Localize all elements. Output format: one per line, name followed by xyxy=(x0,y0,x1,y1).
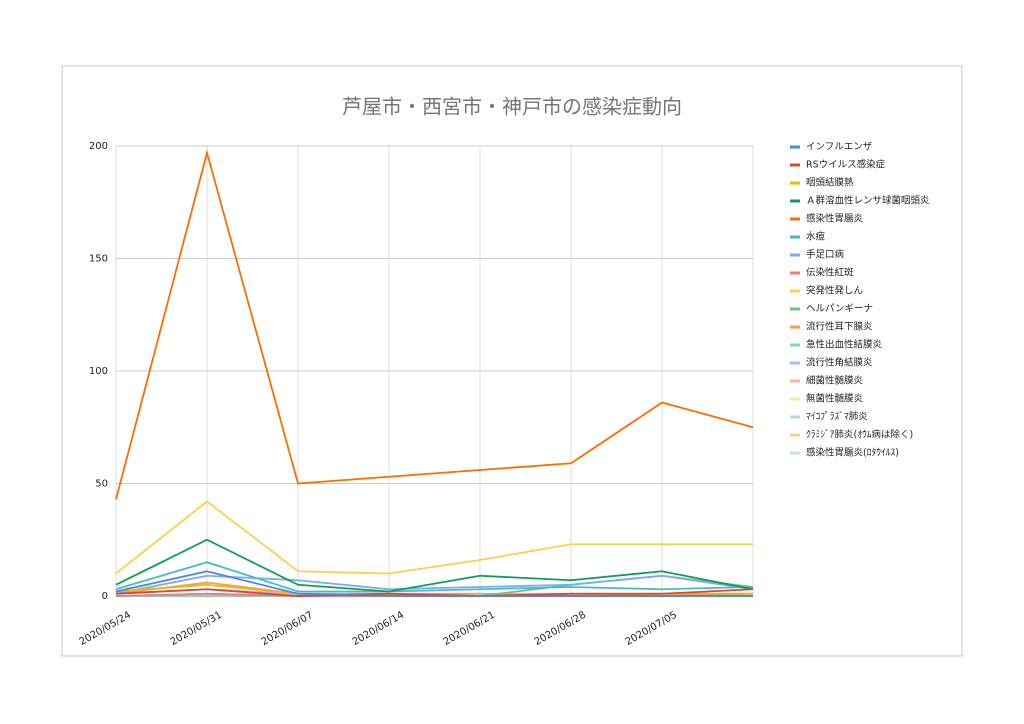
series-line xyxy=(115,538,754,593)
legend-label: 流行性耳下腺炎 xyxy=(806,321,873,333)
y-tick-label: 50 xyxy=(95,479,108,490)
legend-label: 手足口病 xyxy=(806,249,845,261)
series-line xyxy=(115,561,754,593)
legend-label: ﾏｲｺﾌﾟﾗｽﾞﾏ肺炎 xyxy=(806,412,868,423)
series-line xyxy=(115,588,754,597)
y-tick-label: 0 xyxy=(102,591,108,602)
series-line xyxy=(115,570,753,597)
legend-label: 咽頭結膜熱 xyxy=(806,177,854,189)
legend-label: 突発性発しん xyxy=(806,285,863,297)
legend-label: Ａ群溶血性レンサ球菌咽頭炎 xyxy=(806,195,930,207)
legend-label: ｸﾗﾐｼﾞｱ肺炎(ｵｳﾑ病は除く) xyxy=(806,429,913,441)
legend-label: 伝染性紅斑 xyxy=(806,267,854,279)
y-tick-label: 150 xyxy=(89,254,108,265)
series-line xyxy=(115,149,754,500)
chart-title: 芦屋市・西宮市・神戸市の感染症動向 xyxy=(342,95,682,119)
series-line xyxy=(115,574,754,595)
legend-label: 水痘 xyxy=(806,231,826,243)
legend-label: 無菌性髄膜炎 xyxy=(806,393,864,405)
legend-label: 感染性胃腸炎(ﾛﾀｳｲﾙｽ) xyxy=(806,447,899,459)
legend-label: 急性出血性結膜炎 xyxy=(806,339,883,351)
legend-label: RSウイルス感染症 xyxy=(806,159,886,171)
legend-label: 流行性角結膜炎 xyxy=(806,357,873,369)
series-line xyxy=(115,500,753,575)
y-tick-label: 100 xyxy=(89,366,108,377)
legend-label: 細菌性髄膜炎 xyxy=(806,375,864,387)
legend-label: インフルエンザ xyxy=(806,142,873,153)
y-tick-label: 200 xyxy=(89,141,108,152)
chart-frame xyxy=(61,65,963,657)
legend-label: ヘルパンギーナ xyxy=(806,304,873,315)
legend-label: 感染性胃腸炎 xyxy=(806,213,864,225)
